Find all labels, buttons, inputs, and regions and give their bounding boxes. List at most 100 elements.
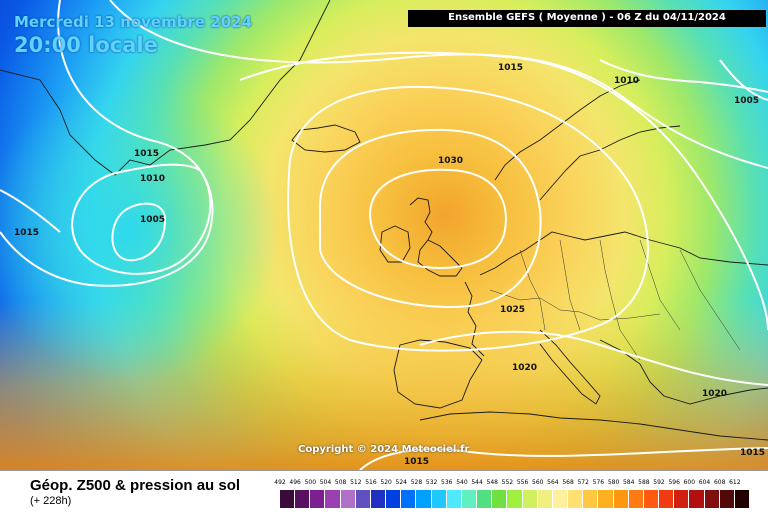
isobar-label: 1015 bbox=[14, 228, 39, 238]
legend-color-swatch bbox=[643, 490, 660, 508]
legend-value-label: 572 bbox=[577, 479, 589, 486]
scotland-coast bbox=[409, 197, 433, 241]
forecast-time: 20:00 locale bbox=[14, 33, 158, 57]
legend-color-swatch bbox=[598, 490, 614, 508]
forecast-lead-time: (+ 228h) bbox=[30, 495, 72, 507]
legend-value-label: 508 bbox=[334, 479, 347, 486]
isobar-label: 1015 bbox=[404, 457, 429, 467]
borders bbox=[489, 239, 741, 361]
isobar-1010-north bbox=[599, 59, 768, 93]
legend-value-label: 504 bbox=[319, 479, 332, 486]
isobar-1015-south bbox=[359, 447, 768, 470]
legend-color-swatch bbox=[370, 490, 387, 508]
legend-value-label: 576 bbox=[592, 479, 605, 486]
legend-value-label: 600 bbox=[683, 479, 696, 486]
legend-color-swatch bbox=[628, 490, 644, 508]
legend-color-swatch bbox=[340, 490, 356, 508]
legend-value-label: 564 bbox=[547, 479, 559, 486]
legend-value-label: 560 bbox=[532, 479, 544, 486]
legend-color-swatch bbox=[295, 490, 311, 508]
legend-value-label: 544 bbox=[471, 479, 483, 486]
isobar-1030 bbox=[318, 128, 542, 308]
legend-value-label: 528 bbox=[410, 479, 423, 486]
isobar-label: 1020 bbox=[512, 363, 537, 373]
forecast-date: Mercredi 13 novembre 2024 bbox=[14, 13, 253, 31]
legend-value-label: 548 bbox=[486, 479, 498, 486]
model-run-banner: Ensemble GEFS ( Moyenne ) - 06 Z du 04/1… bbox=[408, 10, 766, 27]
isobar-label: 1025 bbox=[500, 305, 525, 315]
legend-value-label: 536 bbox=[441, 479, 453, 486]
legend-color-swatch bbox=[568, 490, 584, 508]
atlantic-low-field bbox=[0, 80, 300, 380]
map-footer: Géop. Z500 & pression au sol (+ 228h) 49… bbox=[0, 470, 768, 512]
isobar-1005-west bbox=[111, 202, 167, 262]
legend-color-swatch bbox=[310, 490, 326, 508]
legend-color-swatch bbox=[355, 490, 371, 508]
legend-color-swatch bbox=[416, 490, 432, 508]
map-title: Géop. Z500 & pression au sol bbox=[30, 477, 241, 494]
ireland-coast bbox=[379, 225, 411, 263]
isobar-label: 1015 bbox=[134, 149, 159, 159]
isobar-label: 1010 bbox=[614, 76, 639, 86]
legend-color-swatch bbox=[446, 490, 462, 508]
legend-value-label: 568 bbox=[562, 479, 574, 486]
britain-coast bbox=[417, 239, 463, 277]
iberia-coast bbox=[393, 339, 483, 409]
model-run-text: Ensemble GEFS ( Moyenne ) - 06 Z du 04/1… bbox=[448, 12, 726, 23]
legend-color-swatch bbox=[537, 490, 553, 508]
isobar-1005-north bbox=[719, 59, 768, 101]
legend-color-swatch bbox=[659, 490, 675, 508]
legend-color-swatch bbox=[401, 490, 417, 508]
sweden-finland bbox=[539, 125, 681, 201]
border-line bbox=[559, 239, 581, 331]
north-africa-coast bbox=[419, 411, 768, 441]
coastlines bbox=[0, 0, 768, 441]
isobars bbox=[0, 0, 768, 470]
legend-color-swatch bbox=[583, 490, 599, 508]
legend-value-label: 608 bbox=[713, 479, 726, 486]
legend-value-label: 500 bbox=[304, 479, 317, 486]
isobar-label: 1005 bbox=[734, 96, 759, 106]
isobar-1025 bbox=[287, 85, 649, 352]
legend-color-swatch bbox=[689, 490, 705, 508]
legend-value-label: 512 bbox=[350, 479, 362, 486]
legend-value-label: 532 bbox=[425, 479, 438, 486]
legend-value-label: 492 bbox=[274, 479, 286, 486]
legend-value-label: 520 bbox=[380, 479, 392, 486]
isobar-label: 1015 bbox=[740, 448, 765, 458]
legend-value-label: 496 bbox=[289, 479, 301, 486]
france-coast bbox=[464, 281, 485, 357]
weather-map: 1015 1010 1005 1015 1010 1005 1015 1030 … bbox=[0, 0, 768, 470]
isobar-label: 1010 bbox=[140, 174, 165, 184]
isobar-label: 1005 bbox=[140, 215, 165, 225]
isobar-label: 1020 bbox=[702, 389, 727, 399]
border-line bbox=[489, 289, 661, 321]
legend-color-swatch bbox=[552, 490, 569, 508]
legend-color-swatch bbox=[734, 490, 750, 508]
legend-color-swatch bbox=[431, 490, 447, 508]
isobar-label: 1015 bbox=[498, 63, 523, 73]
europe-north-coast bbox=[479, 231, 768, 276]
legend-color-swatch bbox=[507, 490, 523, 508]
isobar-1015-north bbox=[109, 0, 768, 169]
greenland-coast bbox=[0, 0, 331, 176]
color-scale-legend: 492 496 500 504 508 512 516 520 524 528 532 536 540 5… bbox=[274, 479, 752, 511]
legend-color-swatch bbox=[719, 490, 735, 508]
iceland-coast bbox=[291, 124, 361, 153]
legend-value-label: 556 bbox=[516, 479, 529, 486]
italy-coast bbox=[539, 329, 601, 405]
copyright-notice: Copyright © 2024 Meteociel.fr bbox=[298, 444, 470, 455]
legend-value-label: 592 bbox=[653, 479, 665, 486]
legend-color-swatch bbox=[704, 490, 720, 508]
border-line bbox=[639, 239, 681, 331]
legend-color-swatch bbox=[461, 490, 478, 508]
legend-color-swatch bbox=[613, 490, 629, 508]
isobar-label: 1030 bbox=[438, 156, 463, 166]
legend-value-label: 540 bbox=[456, 479, 468, 486]
border-line bbox=[679, 249, 741, 351]
legend-color-swatch bbox=[522, 490, 538, 508]
legend-value-label: 612 bbox=[729, 479, 741, 486]
legend-value-label: 596 bbox=[668, 479, 680, 486]
legend-color-swatch bbox=[280, 490, 296, 508]
